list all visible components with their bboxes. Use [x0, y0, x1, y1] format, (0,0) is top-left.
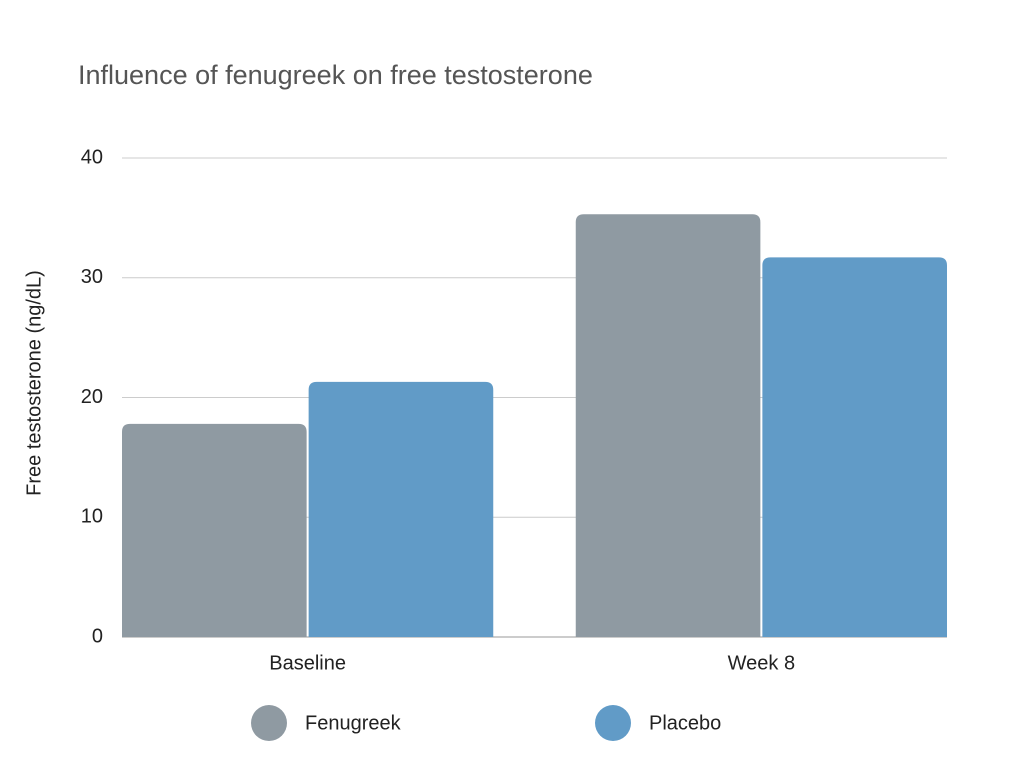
chart-title: Influence of fenugreek on free testoster… [78, 60, 593, 90]
y-tick-label: 40 [81, 146, 103, 168]
x-tick-label: Baseline [269, 652, 346, 674]
legend-marker [251, 705, 287, 741]
y-tick-label: 0 [92, 625, 103, 647]
bar [308, 381, 494, 637]
bar [122, 423, 307, 637]
legend-marker [595, 705, 631, 741]
y-tick-label: 10 [81, 506, 103, 528]
bar [762, 257, 947, 637]
y-axis-label: Free testosterone (ng/dL) [23, 270, 45, 496]
x-tick-label: Week 8 [728, 652, 795, 674]
legend-label: Placebo [649, 712, 721, 734]
bar [575, 214, 761, 637]
legend-label: Fenugreek [305, 712, 402, 734]
y-tick-label: 30 [81, 266, 103, 288]
y-tick-label: 20 [81, 386, 103, 408]
